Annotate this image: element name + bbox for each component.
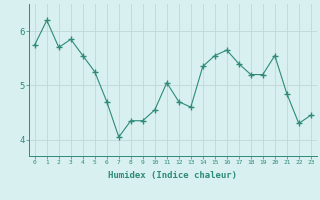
X-axis label: Humidex (Indice chaleur): Humidex (Indice chaleur) (108, 171, 237, 180)
